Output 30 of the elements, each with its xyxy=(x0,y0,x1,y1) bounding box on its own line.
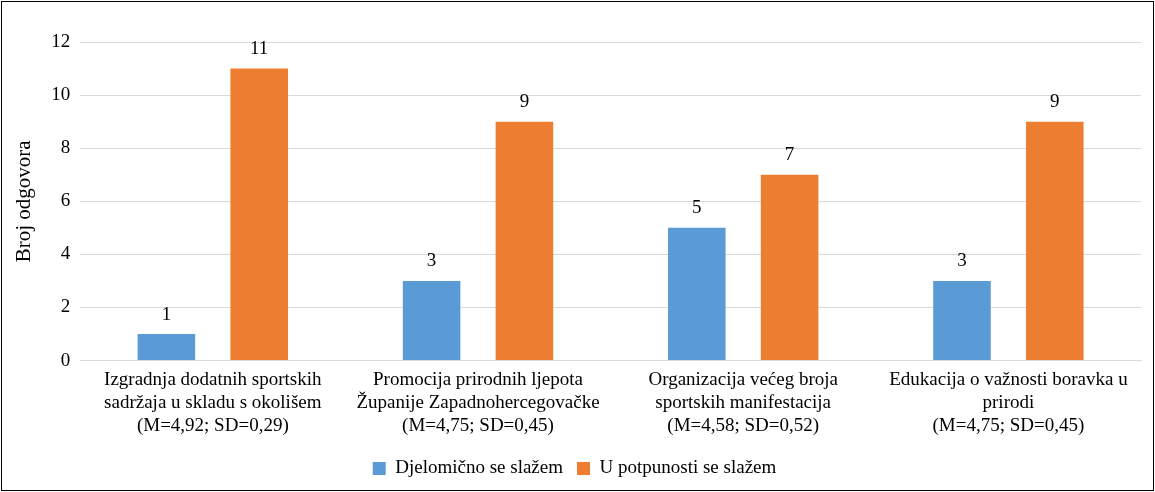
y-tick-label: 6 xyxy=(60,189,71,211)
x-tick-label: Edukacija o važnosti boravka u prirodi (M=4,75; SD=0,45) xyxy=(889,367,1129,436)
x-tick-label: Organizacija većeg broja sportskih manifestacija (M=4,58; SD=0,52) xyxy=(648,367,839,436)
y-tick-label: 2 xyxy=(60,295,71,317)
y-tick-label: 10 xyxy=(51,83,71,105)
y-axis-title: Broj odgovora xyxy=(11,139,36,263)
y-tick-label: 0 xyxy=(60,348,71,370)
y-tick-label: 4 xyxy=(60,242,71,264)
data-label: 3 xyxy=(957,249,967,271)
bar xyxy=(1026,121,1084,361)
data-label: 11 xyxy=(250,37,269,59)
x-tick-label: Izgradnja dodatnih sportskih sadržaja u skladu s okolišem (M=4,92; SD=0,29) xyxy=(104,367,322,436)
data-label: 1 xyxy=(161,302,172,324)
data-label: 7 xyxy=(784,143,795,165)
data-label: 9 xyxy=(519,90,530,112)
bar xyxy=(668,227,726,361)
legend-label: Djelomično se slažem xyxy=(395,456,564,478)
bar xyxy=(402,280,461,361)
data-label: 5 xyxy=(692,196,702,218)
bar xyxy=(933,280,991,361)
x-tick-label: Promocija prirodnih ljepota Županije Zapadnohercegovačke (M=4,75; SD=0,45) xyxy=(356,367,600,436)
bar xyxy=(137,334,196,361)
y-tick-label: 12 xyxy=(51,29,71,51)
bar xyxy=(495,121,554,361)
y-tick-label: 8 xyxy=(60,136,71,158)
bar xyxy=(230,68,288,361)
data-label: 9 xyxy=(1050,90,1060,112)
legend-label: U potpunosti se slažem xyxy=(599,456,777,478)
data-label: 3 xyxy=(426,249,437,271)
bar xyxy=(760,174,819,361)
